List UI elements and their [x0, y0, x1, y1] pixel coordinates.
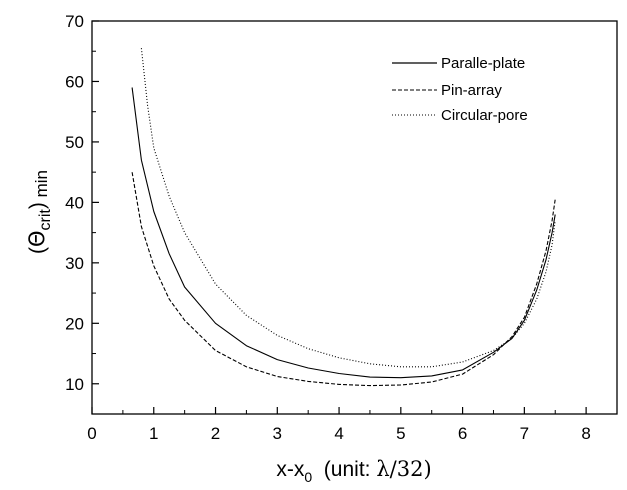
- y-label-tail: min: [32, 170, 51, 202]
- legend-label-pin-array: Pin-array: [441, 82, 502, 99]
- x-tick-label: 0: [87, 424, 96, 443]
- x-label-unit: (unit:: [312, 458, 376, 481]
- plot-frame-group: [91, 20, 618, 415]
- series-line-pin-array: [131, 172, 556, 387]
- x-tick-label: 5: [396, 424, 405, 443]
- axis-ticks: [91, 20, 587, 414]
- x-tick-label: 2: [211, 424, 220, 443]
- y-tick-label: 10: [65, 375, 84, 394]
- y-label-theta: Θ: [25, 230, 49, 247]
- x-tick-label: 3: [273, 424, 282, 443]
- x-label-lambda: λ: [376, 457, 389, 481]
- y-tick-label: 50: [65, 133, 84, 152]
- x-label-subscript: 0: [304, 469, 312, 485]
- y-label-close: ): [26, 202, 49, 209]
- y-tick-label: 20: [65, 314, 84, 333]
- x-label-main: x-x: [276, 458, 304, 481]
- tick-labels: 0 1 2 3 4 5 6 7 8 10 20 30 40 50 60 70: [65, 12, 591, 443]
- x-tick-label: 4: [334, 424, 343, 443]
- legend-label-paralle-plate: Paralle-plate: [441, 55, 525, 72]
- y-tick-label: 60: [65, 72, 84, 91]
- y-axis-label: (Θcrit) min: [25, 170, 54, 254]
- x-tick-label: 7: [520, 424, 529, 443]
- plot-frame: [91, 20, 618, 415]
- x-tick-label: 1: [149, 424, 158, 443]
- series-lines: [131, 48, 556, 387]
- x-label-tail: /32): [390, 457, 432, 481]
- y-label-open: (: [26, 247, 49, 254]
- y-tick-label: 30: [65, 254, 84, 273]
- legend-label-circular-pore: Circular-pore: [441, 107, 528, 124]
- legend: Paralle-plate Pin-array Circular-pore: [392, 55, 528, 124]
- x-tick-label: 6: [458, 424, 467, 443]
- x-axis-label: x-x0 (unit: λ/32): [276, 457, 431, 485]
- x-tick-label: 8: [581, 424, 590, 443]
- y-tick-label: 40: [65, 193, 84, 212]
- y-label-subscript: crit: [37, 209, 54, 231]
- y-tick-label: 70: [65, 12, 84, 31]
- series-line-paralle-plate: [131, 87, 556, 379]
